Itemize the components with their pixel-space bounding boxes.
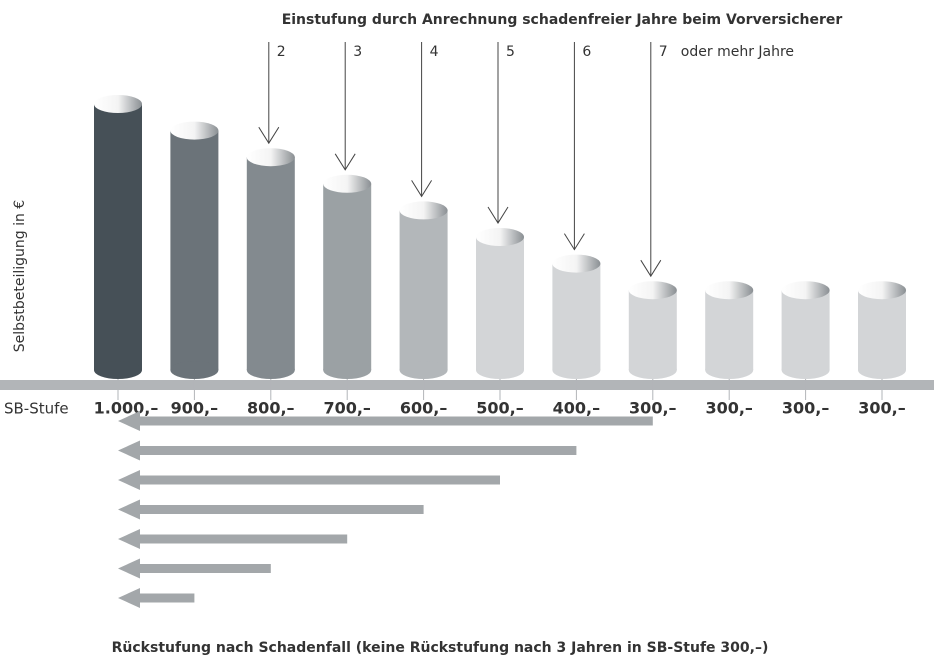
return-arrow-shaft — [136, 593, 195, 603]
cylinder-top — [170, 121, 219, 140]
cylinder-bottom — [323, 361, 372, 379]
arrow-label: 5 — [506, 44, 515, 60]
subtitle: Einstufung durch Anrechnung schadenfreie… — [282, 12, 843, 28]
cylinder — [628, 281, 677, 379]
cylinder-body — [399, 210, 448, 370]
return-arrow-head — [118, 558, 140, 579]
cylinder-top — [552, 254, 601, 273]
arrow-label: 3 — [353, 44, 362, 60]
cylinder-top — [246, 148, 295, 167]
cylinder-body — [476, 237, 524, 370]
cylinder — [246, 148, 295, 379]
cylinder — [399, 201, 448, 379]
cylinder-bottom — [170, 361, 219, 379]
return-arrow-head — [118, 470, 140, 490]
arrow-head — [563, 233, 585, 251]
cylinder-bottom — [399, 361, 448, 379]
arrow-head — [640, 259, 662, 278]
cylinder — [552, 254, 601, 379]
cylinder-top — [323, 174, 372, 193]
cylinder-bottom — [476, 361, 524, 379]
value-label: 700,– — [323, 399, 370, 418]
return-arrow-head — [118, 411, 140, 431]
cylinder-body — [628, 290, 677, 370]
arrow-head — [487, 206, 509, 224]
caption: Rückstufung nach Schadenfall (keine Rück… — [112, 640, 769, 656]
y-label: Selbstbeteiligung in € — [12, 200, 28, 352]
return-arrow-shaft — [136, 475, 500, 485]
cylinder-body — [94, 104, 142, 370]
cylinder-top — [781, 281, 830, 300]
cylinder-bottom — [552, 361, 601, 379]
axis-band — [0, 380, 934, 390]
cylinder-body — [781, 290, 830, 370]
return-arrow-head — [118, 588, 140, 608]
arrow-suffix: oder mehr Jahre — [681, 44, 794, 60]
cylinder-bottom — [858, 361, 906, 379]
cylinder — [476, 228, 524, 379]
return-arrow-head — [118, 529, 140, 549]
cylinder-top — [399, 201, 448, 220]
value-label: 400,– — [553, 399, 600, 418]
cylinder — [323, 174, 372, 379]
cylinder-top — [94, 95, 142, 113]
return-arrow-head — [118, 499, 140, 520]
arrow-head — [411, 180, 433, 198]
arrow-head — [258, 126, 280, 145]
return-arrow-head — [118, 440, 140, 461]
value-label: 900,– — [171, 399, 218, 418]
cylinder — [170, 121, 219, 379]
value-label: 300,– — [705, 399, 752, 418]
cylinder — [858, 281, 906, 379]
cylinder — [705, 281, 754, 379]
cylinder-bottom — [246, 361, 295, 379]
cylinder-body — [705, 290, 754, 370]
arrow-label: 7 — [659, 44, 668, 60]
arrow-label: 6 — [582, 44, 591, 60]
arrow-head — [334, 153, 356, 171]
cylinder-bottom — [781, 361, 830, 379]
arrow-label: 2 — [277, 44, 286, 60]
x-label: SB-Stufe — [4, 400, 69, 418]
cylinder-body — [246, 157, 295, 370]
return-arrow-shaft — [136, 505, 424, 514]
cylinder-top — [858, 281, 906, 300]
return-arrow-shaft — [136, 416, 653, 426]
value-label: 500,– — [476, 399, 523, 418]
cylinder-body — [858, 290, 906, 370]
arrow-label: 4 — [430, 44, 439, 60]
return-arrow-shaft — [136, 534, 348, 544]
return-arrow-shaft — [136, 564, 271, 573]
cylinder — [94, 95, 142, 379]
cylinder — [781, 281, 830, 379]
value-label: 1.000,– — [94, 399, 159, 418]
value-label: 300,– — [629, 399, 676, 418]
cylinder-bottom — [94, 361, 142, 379]
value-label: 300,– — [858, 399, 905, 418]
return-arrow-shaft — [136, 446, 577, 455]
cylinder-body — [170, 130, 219, 370]
cylinder-top — [705, 281, 754, 300]
cylinder-bottom — [628, 361, 677, 379]
value-label: 600,– — [400, 399, 447, 418]
cylinder-top — [476, 228, 524, 246]
cylinder-bottom — [705, 361, 754, 379]
cylinder-body — [323, 183, 372, 370]
value-label: 800,– — [247, 399, 294, 418]
cylinder-top — [628, 281, 677, 300]
cylinder-body — [552, 263, 601, 370]
value-label: 300,– — [782, 399, 829, 418]
